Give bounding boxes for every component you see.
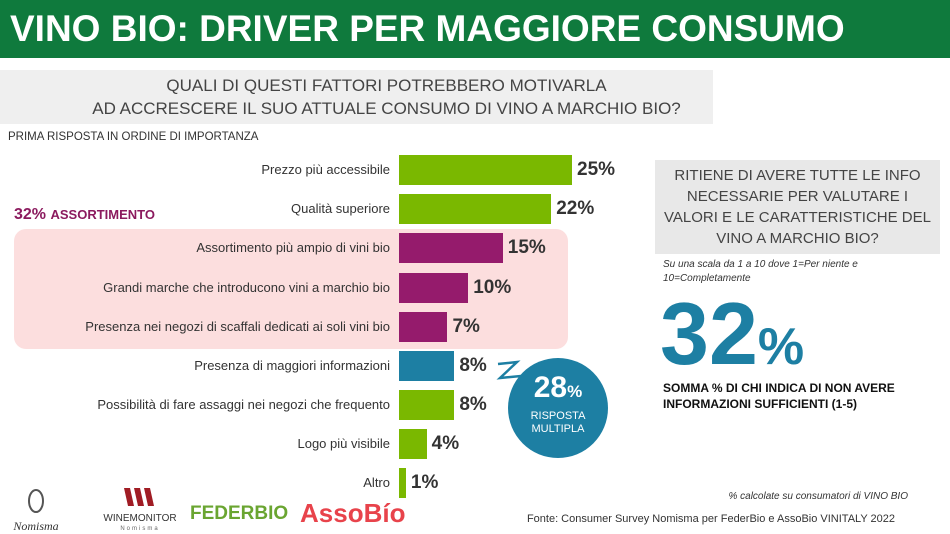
bar: [399, 429, 427, 459]
bar-value-label: 25%: [577, 159, 616, 180]
bar-label: Qualità superiore: [20, 190, 390, 228]
assobio-logo: AssoBío: [300, 498, 406, 528]
bar-label-text: Possibilità di fare assaggi nei negozi c…: [97, 397, 390, 412]
bar-value-label: 15%: [507, 237, 546, 258]
bar-label: Presenza nei negozi di scaffali dedicati…: [20, 308, 390, 346]
big-stat-description: SOMMA % DI CHI INDICA DI NON AVERE INFORM…: [663, 380, 895, 412]
bar-label-text: Grandi marche che introducono vini a mar…: [103, 280, 390, 295]
bar-label-text: Assortimento più ampio di vini bio: [196, 240, 390, 255]
winemonitor-sub: Nomisma: [120, 526, 160, 532]
header: VINO BIO: DRIVER PER MAGGIORE CONSUMO: [0, 0, 950, 58]
winemonitor-emblem-icon: [124, 488, 154, 506]
desc-line1: SOMMA % DI CHI INDICA DI NON AVERE: [663, 381, 895, 395]
bar-label: Prezzo più accessibile: [20, 151, 390, 189]
bar-label: Logo più visibile: [20, 425, 390, 463]
federbio-logo: FEDERBIO: [190, 503, 289, 524]
bar-label: Possibilità di fare assaggi nei negozi c…: [20, 386, 390, 424]
nomisma-logo: Nomisma: [6, 488, 66, 533]
bar-value-label: 4%: [431, 433, 460, 454]
bar-label-text: Presenza nei negozi di scaffali dedicati…: [85, 319, 390, 334]
bubble-line2: MULTIPLA: [531, 423, 585, 435]
scale-note: Su una scala da 1 a 10 dove 1=Per niente…: [663, 259, 858, 284]
bubble-line1: RISPOSTA: [530, 410, 586, 422]
bar-label: Grandi marche che introducono vini a mar…: [20, 269, 390, 307]
bar-value-label: 8%: [459, 394, 487, 415]
bar-label-text: Prezzo più accessibile: [261, 162, 390, 177]
bar: [399, 468, 406, 498]
big-stat-pct: %: [757, 318, 805, 376]
multiple-response-bubble: 28% RISPOSTA MULTIPLA: [508, 358, 608, 458]
bubble-value: 28: [533, 371, 568, 404]
bar-label-text: Qualità superiore: [291, 201, 390, 216]
bar-label: Altro: [20, 464, 390, 502]
chart-subtitle: PRIMA RISPOSTA IN ORDINE DI IMPORTANZA: [8, 131, 259, 143]
big-stat: 32%: [660, 290, 805, 389]
page-title: VINO BIO: DRIVER PER MAGGIORE CONSUMO: [10, 8, 845, 49]
bar-label: Assortimento più ampio di vini bio: [20, 229, 390, 267]
bar: [399, 155, 572, 185]
nomisma-text: Nomisma: [13, 519, 59, 533]
bar-value-label: 22%: [556, 198, 595, 219]
winemonitor-text: WINEMONITOR: [103, 513, 177, 524]
source: Fonte: Consumer Survey Nomisma per Feder…: [526, 513, 895, 525]
bar-label: Presenza di maggiori informazioni: [20, 347, 390, 385]
bar-value-label: 8%: [459, 355, 487, 376]
bar: [399, 194, 552, 224]
big-stat-value: 32: [660, 284, 758, 383]
bar-value-label: 10%: [473, 277, 512, 298]
assortimento-value: 32%: [14, 206, 47, 223]
bar: [399, 390, 455, 420]
footnote: % calcolate su consumatori di VINO BIO: [728, 491, 908, 502]
desc-line2: INFORMAZIONI SUFFICIENTI (1-5): [663, 397, 857, 411]
bar-label-text: Altro: [363, 475, 390, 490]
winemonitor-logo: WINEMONITOR Nomisma: [100, 486, 180, 533]
bar-value-label: 7%: [452, 316, 480, 337]
question-line2: AD ACCRESCERE IL SUO ATTUALE CONSUMO DI …: [92, 99, 681, 118]
bar-label-text: Presenza di maggiori informazioni: [194, 358, 390, 373]
question-box: QUALI DI QUESTI FATTORI POTREBBERO MOTIV…: [0, 70, 713, 124]
assortimento-callout: 32% ASSORTIMENTO: [14, 205, 155, 225]
bubble-pct: %: [567, 382, 583, 401]
bar-value-label: 1%: [410, 472, 439, 493]
bar: [399, 312, 448, 342]
bar: [399, 351, 455, 381]
connector-squiggle-icon: [496, 360, 522, 380]
bar-label-text: Logo più visibile: [297, 436, 390, 451]
bar: [399, 233, 503, 263]
nomisma-emblem-icon: [28, 489, 44, 513]
question-line1: QUALI DI QUESTI FATTORI POTREBBERO MOTIV…: [166, 76, 607, 95]
assortimento-label: ASSORTIMENTO: [50, 207, 155, 222]
info-question-box: RITIENE DI AVERE TUTTE LE INFO NECESSARI…: [655, 160, 940, 254]
bar: [399, 273, 469, 303]
